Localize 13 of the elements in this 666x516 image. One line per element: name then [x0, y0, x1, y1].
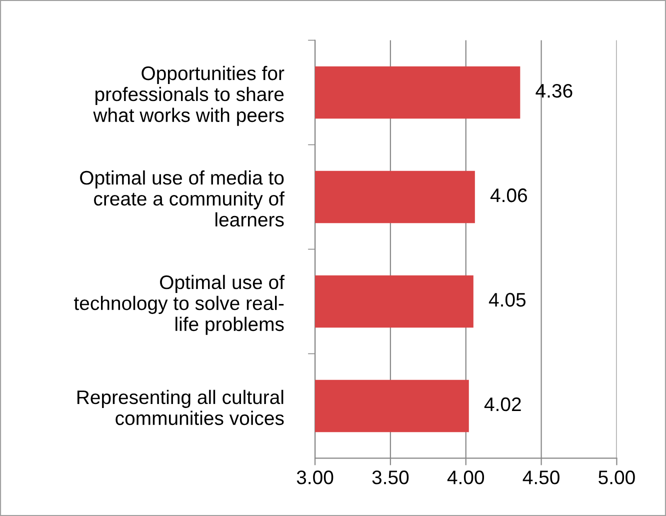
data-label: 4.05 [488, 292, 526, 307]
y-tick-label: Optimal use of technology to solve real- life problems [74, 274, 284, 335]
x-tick-label: 3.00 [296, 470, 334, 484]
x-tick-label: 3.50 [372, 470, 409, 484]
data-label: 4.06 [490, 188, 527, 202]
x-tick-label: 4.00 [447, 470, 484, 484]
data-label: 4.02 [484, 397, 521, 412]
x-tick-label: 5.00 [598, 470, 635, 484]
x-tick-label: 4.50 [522, 470, 560, 484]
y-tick-label: Opportunities for professionals to share what works with peers [93, 66, 284, 126]
data-label: 4.36 [536, 84, 572, 98]
y-tick-label: Representing all cultural communities voices [77, 390, 284, 426]
y-tick-label: Optimal use of media to create a community of learners [80, 170, 285, 227]
